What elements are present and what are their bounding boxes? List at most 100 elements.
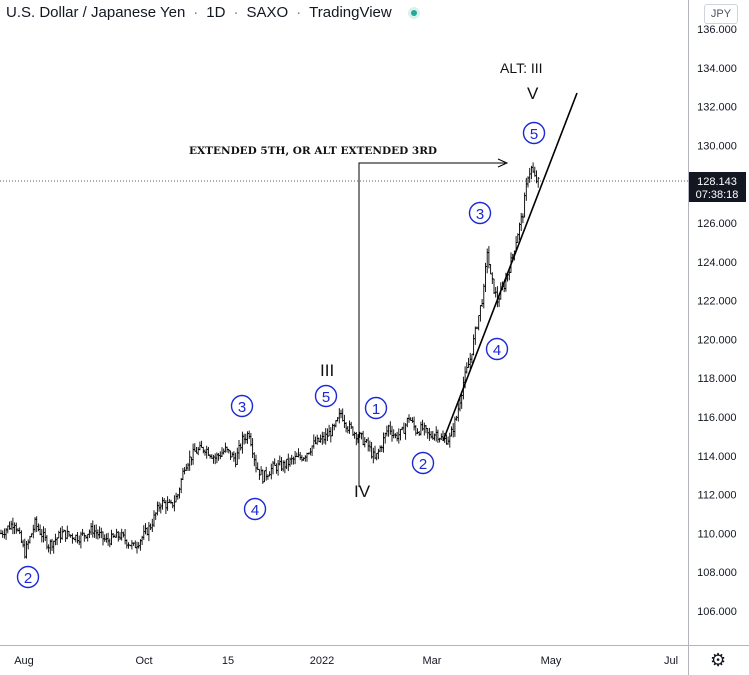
price-tick-label: 118.000 bbox=[698, 373, 737, 385]
ohlc-bar bbox=[346, 426, 349, 434]
ohlc-bar bbox=[248, 430, 251, 440]
ohlc-bar bbox=[480, 299, 484, 307]
ohlc-bar bbox=[378, 445, 382, 453]
ohlc-bar bbox=[254, 454, 258, 473]
ohlc-bar bbox=[164, 500, 168, 515]
bar-countdown: 07:38:18 bbox=[696, 189, 739, 201]
ohlc-bar bbox=[118, 532, 122, 541]
time-axis[interactable]: Aug Oct 15 2022 Mar May Jul bbox=[14, 655, 678, 667]
ohlc-bar bbox=[241, 431, 244, 454]
ohlc-bar bbox=[37, 523, 40, 532]
ohlc-bar bbox=[193, 443, 196, 452]
ohlc-bar bbox=[180, 477, 183, 494]
ohlc-bar bbox=[326, 428, 329, 442]
circled-wave-label: 1 bbox=[364, 396, 388, 420]
ohlc-bar bbox=[344, 422, 348, 433]
ohlc-bar bbox=[76, 532, 79, 544]
ohlc-bar bbox=[110, 529, 113, 546]
ohlc-bar bbox=[273, 458, 276, 466]
market-status-icon[interactable] bbox=[407, 6, 420, 19]
time-tick-label: Oct bbox=[135, 655, 152, 667]
ohlc-bar bbox=[452, 423, 455, 438]
time-tick-label: 15 bbox=[222, 655, 234, 667]
ohlc-bar bbox=[275, 463, 278, 474]
ohlc-bar bbox=[130, 540, 134, 550]
ohlc-bar bbox=[166, 496, 169, 511]
price-tick-label: 124.000 bbox=[697, 257, 737, 269]
symbol-name[interactable]: U.S. Dollar / Japanese Yen bbox=[6, 4, 186, 21]
ohlc-bar bbox=[333, 423, 336, 431]
ohlc-bar bbox=[402, 422, 406, 434]
interval-label[interactable]: 1D bbox=[206, 4, 226, 21]
ohlc-bar bbox=[47, 544, 50, 553]
ohlc-bar bbox=[414, 425, 417, 436]
ohlc-bar bbox=[135, 541, 139, 554]
ohlc-bar bbox=[477, 315, 480, 331]
ohlc-bar bbox=[21, 539, 25, 548]
roman-wave-label: V bbox=[527, 84, 539, 103]
ohlc-bar bbox=[382, 432, 385, 453]
price-tick-label: 110.000 bbox=[698, 528, 737, 540]
ohlc-bar bbox=[479, 305, 482, 322]
ohlc-bar bbox=[353, 431, 356, 439]
time-tick-label: May bbox=[541, 655, 562, 667]
ohlc-bar bbox=[310, 445, 314, 457]
ohlc-bar bbox=[152, 510, 156, 527]
ohlc-bar bbox=[282, 460, 285, 472]
ohlc-bar bbox=[380, 445, 383, 453]
ohlc-bar bbox=[365, 438, 368, 443]
ohlc-bar bbox=[523, 192, 526, 218]
ohlc-bar bbox=[244, 433, 247, 444]
ohlc-bar bbox=[200, 440, 203, 449]
ohlc-bar bbox=[270, 463, 273, 480]
ohlc-bar bbox=[195, 447, 198, 454]
ohlc-bar bbox=[91, 520, 94, 538]
circled-wave-label: 5 bbox=[314, 384, 338, 408]
price-tick-label: 134.000 bbox=[697, 63, 737, 75]
ohlc-bar bbox=[423, 422, 426, 436]
ohlc-bar bbox=[237, 440, 241, 460]
ohlc-bar bbox=[457, 403, 460, 422]
ohlc-bar bbox=[377, 448, 380, 460]
ohlc-bar bbox=[406, 417, 409, 428]
ohlc-bar bbox=[100, 527, 103, 539]
price-tick-label: 112.000 bbox=[698, 490, 737, 502]
svg-text:5: 5 bbox=[322, 389, 330, 406]
ohlc-bar bbox=[448, 432, 451, 448]
ohlc-bar bbox=[103, 534, 106, 542]
last-price-value: 128.143 bbox=[697, 176, 737, 188]
ohlc-bar bbox=[207, 446, 210, 456]
time-tick-label: Aug bbox=[14, 655, 34, 667]
ohlc-bar bbox=[474, 326, 477, 345]
ohlc-bar bbox=[108, 538, 111, 548]
ohlc-bar bbox=[397, 428, 400, 444]
price-axis[interactable]: 106.000 108.000 110.000 112.000 114.000 116.0… bbox=[697, 24, 737, 618]
ohlc-bar bbox=[251, 438, 254, 459]
ohlc-bar bbox=[44, 528, 47, 542]
gear-icon[interactable]: ⚙ bbox=[710, 650, 727, 670]
ohlc-bar bbox=[52, 540, 55, 554]
ohlc-bar bbox=[89, 522, 93, 535]
ohlc-bar bbox=[436, 429, 440, 443]
alt-wave-label: ALT: III bbox=[500, 60, 543, 76]
ohlc-bar bbox=[287, 453, 290, 472]
ohlc-bar bbox=[23, 538, 26, 559]
ohlc-bar bbox=[190, 456, 193, 466]
ohlc-bar bbox=[13, 522, 16, 535]
svg-text:2: 2 bbox=[24, 570, 32, 587]
circled-wave-label: 4 bbox=[485, 337, 509, 361]
ohlc-bar bbox=[435, 426, 438, 442]
currency-button[interactable]: JPY bbox=[704, 4, 738, 24]
ohlc-bar bbox=[373, 445, 377, 460]
ohlc-bar bbox=[42, 526, 45, 543]
ohlc-bar bbox=[276, 460, 280, 476]
ohlc-bar bbox=[134, 540, 137, 549]
ohlc-bar bbox=[375, 452, 378, 461]
ohlc-bar bbox=[407, 414, 411, 423]
ohlc-bar bbox=[329, 427, 332, 443]
ohlc-bar bbox=[304, 455, 307, 462]
roman-wave-label: III bbox=[320, 361, 334, 380]
ohlc-bar bbox=[316, 434, 319, 445]
ohlc-bar bbox=[197, 446, 200, 456]
